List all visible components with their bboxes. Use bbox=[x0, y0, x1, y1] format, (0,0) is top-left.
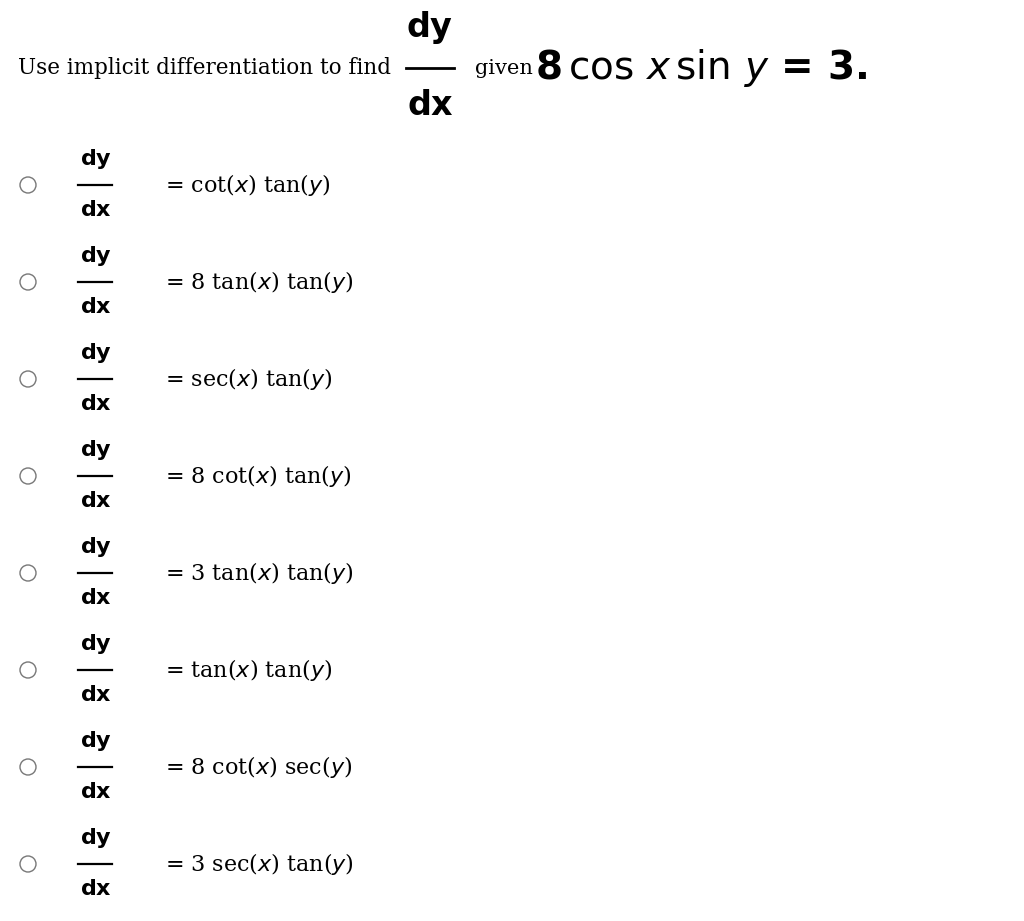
Text: $\mathbf{dx}$: $\mathbf{dx}$ bbox=[407, 90, 454, 122]
Text: $\mathbf{dy}$: $\mathbf{dy}$ bbox=[407, 9, 454, 46]
Text: = 3 sec($\mathit{x}$) tan($\mathit{y}$): = 3 sec($\mathit{x}$) tan($\mathit{y}$) bbox=[165, 851, 354, 877]
Text: $\mathbf{dx}$: $\mathbf{dx}$ bbox=[80, 296, 112, 318]
Text: = sec($\mathit{x}$) tan($\mathit{y}$): = sec($\mathit{x}$) tan($\mathit{y}$) bbox=[165, 366, 333, 392]
Text: $\mathbf{dx}$: $\mathbf{dx}$ bbox=[80, 490, 112, 512]
Text: = cot($\mathit{x}$) tan($\mathit{y}$): = cot($\mathit{x}$) tan($\mathit{y}$) bbox=[165, 172, 331, 198]
Text: = 8 cot($\mathit{x}$) sec($\mathit{y}$): = 8 cot($\mathit{x}$) sec($\mathit{y}$) bbox=[165, 754, 352, 780]
Text: $\mathbf{8\,\cos\,}$$\mathbf{\mathit{x}}$$\mathbf{\,\sin\,}$$\mathbf{\mathit{y}}: $\mathbf{8\,\cos\,}$$\mathbf{\mathit{x}}… bbox=[535, 47, 867, 89]
Text: = 3 tan($\mathit{x}$) tan($\mathit{y}$): = 3 tan($\mathit{x}$) tan($\mathit{y}$) bbox=[165, 560, 353, 586]
Text: = tan($\mathit{x}$) tan($\mathit{y}$): = tan($\mathit{x}$) tan($\mathit{y}$) bbox=[165, 657, 332, 683]
Text: $\mathbf{dx}$: $\mathbf{dx}$ bbox=[80, 393, 112, 415]
Text: $\mathbf{dy}$: $\mathbf{dy}$ bbox=[80, 438, 112, 462]
Text: $\mathbf{dx}$: $\mathbf{dx}$ bbox=[80, 199, 112, 221]
Text: $\mathbf{dx}$: $\mathbf{dx}$ bbox=[80, 781, 112, 803]
Text: $\mathbf{dy}$: $\mathbf{dy}$ bbox=[80, 147, 112, 171]
Text: $\mathbf{dy}$: $\mathbf{dy}$ bbox=[80, 729, 112, 753]
Text: $\mathbf{dy}$: $\mathbf{dy}$ bbox=[80, 535, 112, 559]
Text: given: given bbox=[475, 59, 532, 77]
Text: $\mathbf{dy}$: $\mathbf{dy}$ bbox=[80, 244, 112, 268]
Text: $\mathbf{dy}$: $\mathbf{dy}$ bbox=[80, 341, 112, 365]
Text: = 8 tan($\mathit{x}$) tan($\mathit{y}$): = 8 tan($\mathit{x}$) tan($\mathit{y}$) bbox=[165, 269, 353, 295]
Text: Use implicit differentiation to find: Use implicit differentiation to find bbox=[18, 57, 391, 79]
Text: $\mathbf{dy}$: $\mathbf{dy}$ bbox=[80, 632, 112, 656]
Text: $\mathbf{dx}$: $\mathbf{dx}$ bbox=[80, 684, 112, 706]
Text: $\mathbf{dx}$: $\mathbf{dx}$ bbox=[80, 587, 112, 609]
Text: = 8 cot($\mathit{x}$) tan($\mathit{y}$): = 8 cot($\mathit{x}$) tan($\mathit{y}$) bbox=[165, 463, 351, 489]
Text: $\mathbf{dx}$: $\mathbf{dx}$ bbox=[80, 878, 112, 900]
Text: $\mathbf{dy}$: $\mathbf{dy}$ bbox=[80, 826, 112, 850]
